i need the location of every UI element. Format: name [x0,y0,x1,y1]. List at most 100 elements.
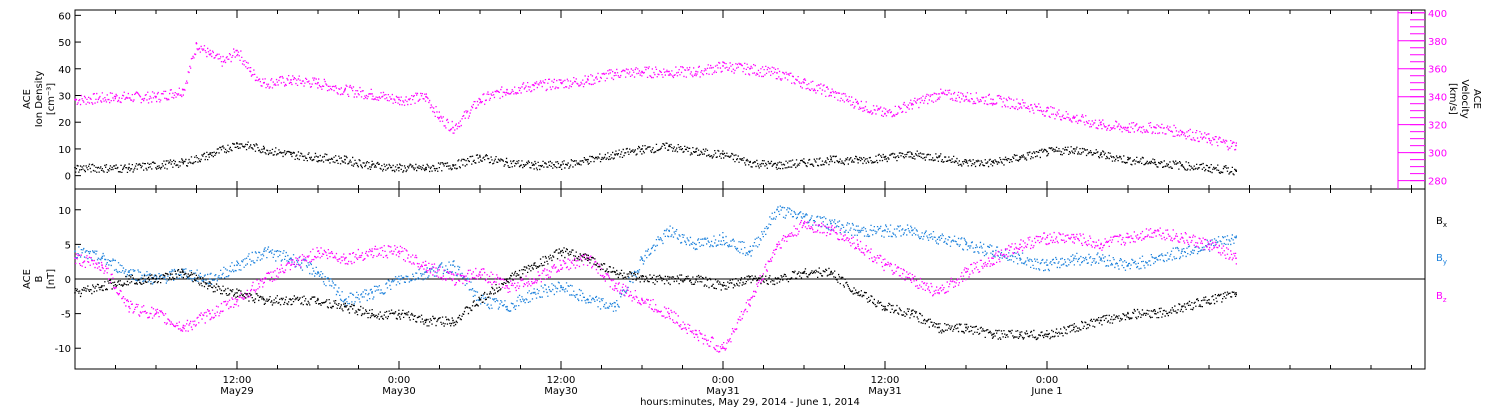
bx-series-value-mark [263,298,265,301]
velocity-tick-label: 280 [1428,177,1447,188]
bz-series [74,220,1237,353]
velocity-series-value-mark [911,102,913,105]
legend-by: By [1436,253,1447,266]
velocity-tick-label: 360 [1428,65,1447,76]
field-tick-label: 10 [58,206,71,217]
velocity-series-value-mark [641,70,643,73]
bx-series-value-mark [1154,312,1156,315]
velocity-series-value-mark [222,60,225,63]
by-series-value-mark [938,236,940,239]
bx-series-value-mark [911,312,913,315]
density-tick-label: 20 [58,118,71,129]
by-series-value-mark [965,243,967,246]
by-series-value-mark [398,278,400,280]
bz-series-value-mark [1181,236,1183,239]
bz-series-value-mark [668,312,670,315]
density-series-value-mark [74,166,76,169]
density-series-value-mark [614,153,616,156]
bz-series-value-mark [884,264,886,267]
density-series-points [75,141,1237,176]
density-series-value-mark [938,156,940,158]
velocity-tick-label: 340 [1428,93,1447,104]
bx-series-value-mark [344,305,346,308]
velocity-series-value-mark [668,70,670,73]
field-axis-label-line3: [nT] [46,269,57,289]
by-series-value-mark [911,229,913,232]
velocity-series-value-mark [803,81,805,84]
velocity-series-value-mark [722,65,724,67]
bz-series-value-mark [1208,243,1210,246]
bx-series-value-mark [479,298,481,301]
by-series-value-mark [1100,257,1102,260]
by-series-value-mark [830,222,832,225]
density-series-value-mark [830,158,832,161]
time-tick-label: 12:00 [547,375,576,386]
density-series-value-mark [587,158,589,161]
bz-series-value-mark [776,243,778,246]
velocity-series-value-mark [371,93,373,95]
by-series-value-mark [695,243,697,246]
velocity-series-value-mark [533,84,535,87]
bz-series-value-mark [560,264,562,267]
field-tick-label: 0 [65,275,71,286]
bz-series-value-mark [209,312,211,315]
bz-series-value-mark [992,257,994,260]
time-tick-label: 0:00 [1036,375,1058,386]
bz-series-value-mark [803,222,805,225]
bx-series-value-mark [803,271,805,273]
velocity-series-value-mark [1154,126,1156,129]
bx-series-value-mark [938,326,940,329]
time-tick-label: 12:00 [223,375,252,386]
density-series-value-mark [1100,153,1102,156]
velocity-series-value-mark [1181,130,1183,133]
density-axis-label-line1: ACE [22,89,33,109]
bz-series-value-mark [1100,243,1102,246]
velocity-series-value-mark [195,42,198,45]
bz-series-value-mark [1073,236,1075,239]
velocity-tick-label: 320 [1428,121,1447,132]
by-series-value-mark [992,250,994,253]
by-series-value-mark [884,229,886,232]
bx-series-value-mark [236,291,238,294]
bz-series-value-mark [965,271,967,273]
density-axis-ticks: 0 10 20 30 40 50 60 [58,11,81,183]
field-tick-label: -10 [55,344,71,355]
bz-series-value-mark [452,278,454,280]
velocity-series-value-mark [938,93,940,95]
date-tick-label: May29 [220,386,253,397]
velocity-series-value-mark [776,72,778,74]
by-series-value-mark [560,285,562,287]
velocity-series-value-mark [695,70,697,73]
bz-series-value-mark [1154,229,1156,232]
velocity-series-value-mark [1235,144,1237,147]
density-series-value-mark [290,153,292,156]
by-series-value-mark [452,264,454,267]
bz-series-value-mark [1235,257,1237,260]
density-velocity-series [74,42,1237,176]
bx-series-value-mark [317,298,319,301]
density-series-value-mark [182,161,184,164]
bz-series-value-mark [1127,236,1129,239]
density-tick-label: 40 [58,65,71,76]
density-series-value-mark [1073,148,1075,150]
bz-series-value-mark [128,305,130,308]
bz-series-value-mark [290,264,292,267]
field-series [74,205,1237,353]
density-series-value-mark [911,153,913,156]
date-tick-label: May30 [544,386,577,397]
field-legend: Bx By Bz [1436,216,1447,304]
density-series-value-mark [479,156,481,158]
legend-bz: Bz [1436,291,1447,304]
bx-series-value-mark [776,278,778,280]
by-series-value-mark [803,215,805,218]
date-tick-label: May31 [868,386,901,397]
bz-series-value-mark [1046,236,1048,239]
bz-series-value-mark [641,298,643,301]
velocity-series-value-mark [857,102,859,105]
by-series [74,205,1237,312]
bz-series-points [75,220,1237,353]
bx-series-value-mark [1235,291,1237,294]
by-series-value-mark [1181,250,1183,253]
bx-series-value-mark [182,271,184,273]
bx-series-value-mark [155,278,157,280]
